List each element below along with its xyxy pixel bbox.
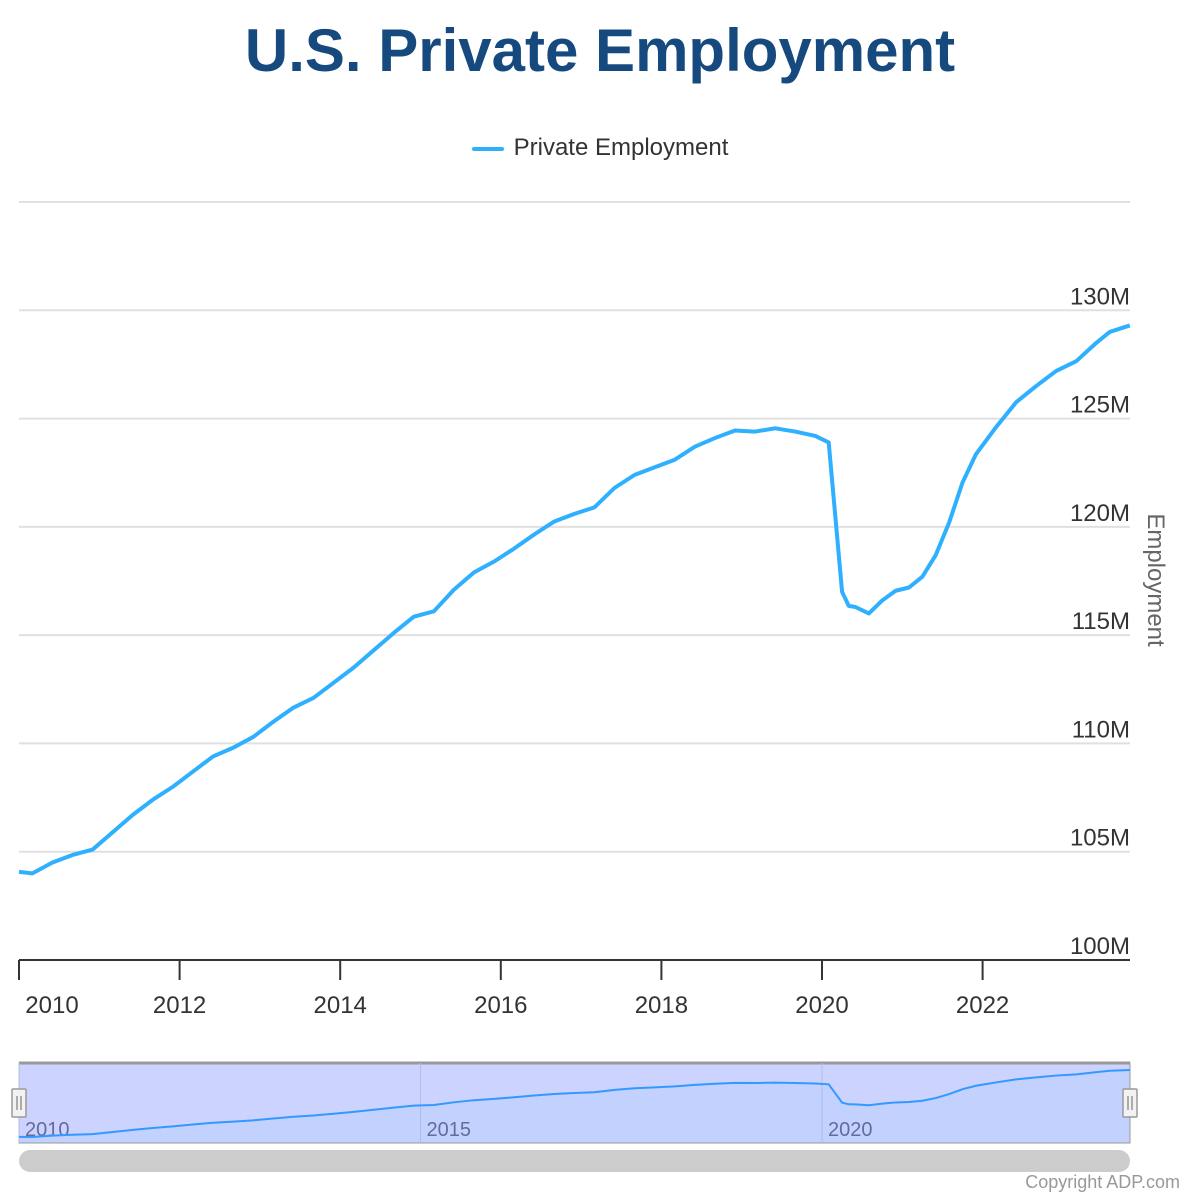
navigator-series-line — [18, 1069, 1130, 1139]
x-tick-label: 2018 — [635, 992, 688, 1019]
copyright-text[interactable]: Copyright ADP.com — [1025, 1172, 1180, 1192]
legend-label: Private Employment — [513, 134, 729, 161]
navigator-handle-right[interactable] — [1122, 1088, 1138, 1118]
chart-title: U.S. Private Employment — [244, 17, 956, 84]
y-tick-label: 105M — [1070, 825, 1130, 852]
y-tick-label: 115M — [1072, 608, 1130, 635]
legend-line-icon — [471, 146, 504, 151]
x-tick-label: 2014 — [314, 992, 367, 1019]
legend-item[interactable]: Private Employment — [0, 134, 1200, 162]
navigator-area — [19, 1070, 1130, 1143]
y-tick-label: 100M — [1070, 933, 1130, 960]
navigator-tick-label: 2020 — [828, 1119, 873, 1141]
x-tick-label: 2020 — [795, 992, 848, 1019]
y-tick-label: 130M — [1070, 283, 1130, 310]
y-axis-title: Employment — [1142, 513, 1169, 647]
x-tick-label: 2010 — [25, 992, 78, 1019]
y-tick-label: 120M — [1070, 500, 1130, 527]
y-tick-label: 125M — [1070, 392, 1130, 419]
series-line-private-employment[interactable] — [18, 323, 1131, 876]
navigator-scrollbar[interactable] — [19, 1150, 1130, 1172]
navigator-handle-left[interactable] — [11, 1088, 27, 1118]
y-tick-label: 110M — [1072, 716, 1130, 743]
navigator-tick-label: 2015 — [427, 1119, 472, 1141]
x-tick-label: 2022 — [956, 992, 1009, 1019]
x-tick-label: 2012 — [153, 992, 206, 1019]
x-tick-label: 2016 — [474, 992, 527, 1019]
